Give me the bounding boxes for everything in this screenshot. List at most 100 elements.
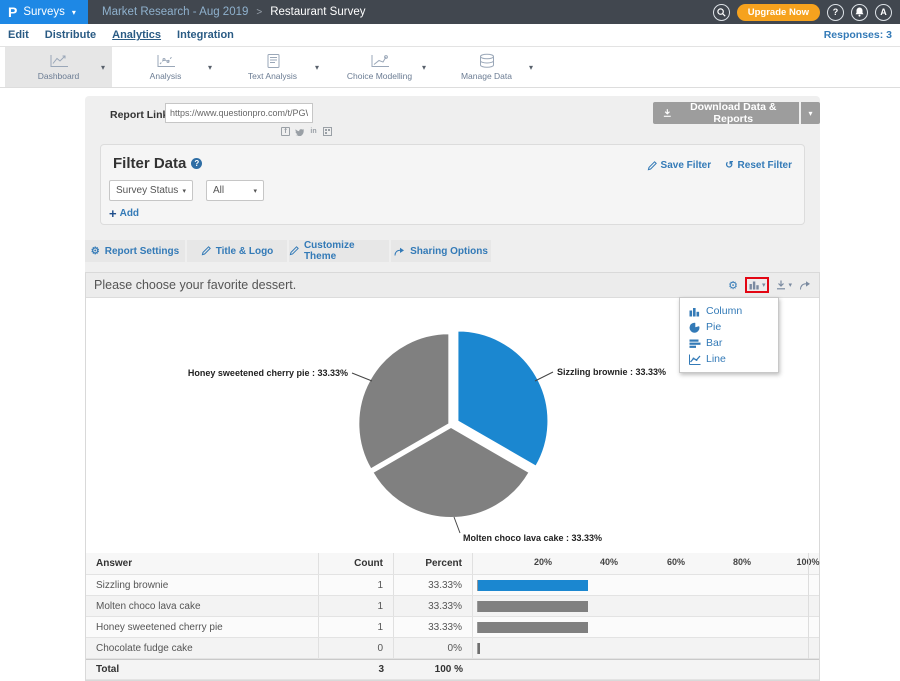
toolbar-item-dashboard[interactable]: Dashboard ▾ [5, 47, 112, 87]
count-cell: 1 [319, 617, 394, 637]
table-row: Honey sweetened cherry pie 1 33.33% [86, 617, 819, 638]
axis-tick: 80% [733, 557, 751, 567]
search-icon [717, 8, 726, 17]
download-chart-button[interactable]: ▾ [776, 280, 792, 290]
chevron-down-icon[interactable]: ▾ [315, 63, 319, 72]
choice-modelling-icon [369, 53, 391, 69]
percent-cell: 33.33% [394, 596, 473, 616]
leader-line [454, 517, 460, 533]
chevron-down-icon[interactable]: ▾ [208, 63, 212, 72]
report-link-input[interactable] [165, 103, 313, 123]
tab-title-logo[interactable]: Title & Logo [187, 240, 287, 262]
pie-label-honey-cherry-pie: Honey sweetened cherry pie : 33.33% [188, 368, 348, 378]
chart-type-button-highlighted[interactable]: ▾ [745, 277, 770, 293]
survey-nav: Edit Distribute Analytics Integration Re… [0, 24, 900, 47]
breadcrumb-parent[interactable]: Market Research - Aug 2019 [102, 6, 248, 18]
account-button[interactable]: A [875, 4, 892, 21]
pie-label-molten-choco: Molten choco lava cake : 33.33% [463, 533, 602, 543]
breadcrumb-current: Restaurant Survey [270, 6, 365, 18]
question-settings-icon[interactable]: ⚙ [728, 279, 738, 292]
menu-item-label: Column [706, 305, 742, 317]
table-row: Molten choco lava cake 1 33.33% [86, 596, 819, 617]
menu-item-bar[interactable]: Bar [680, 335, 778, 351]
reset-filter-link[interactable]: ↺ Reset Filter [725, 160, 792, 171]
column-chart-icon [689, 306, 701, 317]
count-cell: 1 [319, 575, 394, 595]
plus-icon: + [109, 207, 117, 220]
percent-bar [478, 622, 588, 633]
report-tabs: ⚙ Report Settings Title & Logo Customize… [85, 240, 491, 262]
nav-item-edit[interactable]: Edit [8, 29, 29, 41]
topbar-actions: Upgrade Now ? A [713, 4, 892, 21]
pie-label-sizzling-brownie: Sizzling brownie : 33.33% [557, 367, 666, 377]
percent-bar [478, 580, 588, 591]
save-filter-link[interactable]: Save Filter [647, 160, 712, 171]
reset-filter-label: Reset Filter [738, 160, 792, 171]
filter-value-select[interactable]: All ▾ [206, 180, 264, 201]
toolbar-item-label: Manage Data [461, 71, 512, 81]
nav-item-integration[interactable]: Integration [177, 29, 234, 41]
help-button[interactable]: ? [827, 4, 844, 21]
tab-report-settings[interactable]: ⚙ Report Settings [85, 240, 185, 262]
search-button[interactable] [713, 4, 730, 21]
header-answer: Answer [86, 553, 319, 574]
toolbar-item-label: Dashboard [38, 71, 80, 81]
nav-item-distribute[interactable]: Distribute [45, 29, 96, 41]
breadcrumb: Market Research - Aug 2019 > Restaurant … [102, 6, 365, 18]
question-report-card: Please choose your favorite dessert. ⚙ ▾… [85, 272, 820, 681]
toolbar-item-label: Choice Modelling [347, 71, 412, 81]
menu-item-column[interactable]: Column [680, 303, 778, 319]
chevron-down-icon[interactable]: ▾ [529, 63, 533, 72]
header-count: Count [319, 553, 394, 574]
manage-data-icon [476, 53, 498, 69]
text-analysis-icon [262, 53, 284, 69]
toolbar-item-choice-modelling[interactable]: Choice Modelling ▾ [326, 47, 433, 87]
percent-bar [478, 601, 588, 612]
twitter-icon[interactable] [295, 127, 304, 136]
dashboard-panel: Report Link f in Download Data & Reports… [85, 96, 820, 681]
download-reports-button[interactable]: Download Data & Reports [653, 102, 799, 124]
report-link-label: Report Link [110, 109, 168, 121]
nav-item-analytics[interactable]: Analytics [112, 29, 161, 41]
brand-block[interactable]: P Surveys ▾ [0, 0, 88, 24]
add-filter-label: Add [120, 208, 139, 219]
tab-customize-theme[interactable]: Customize Theme [289, 240, 389, 262]
tab-sharing-options[interactable]: Sharing Options [391, 240, 491, 262]
toolbar-item-text-analysis[interactable]: Text Analysis ▾ [219, 47, 326, 87]
tab-label: Sharing Options [410, 246, 488, 257]
pie-chart-icon [689, 322, 701, 333]
toolbar-item-manage-data[interactable]: Manage Data ▾ [433, 47, 540, 87]
questionpro-logo: P [8, 5, 17, 19]
add-filter-button[interactable]: + Add [109, 207, 139, 220]
percent-bar [478, 643, 480, 654]
axis-gridline-100 [808, 553, 809, 659]
menu-item-label: Pie [706, 321, 721, 333]
filter-title: Filter Data [113, 155, 186, 172]
facebook-icon[interactable]: f [281, 127, 290, 136]
embed-icon[interactable] [323, 127, 332, 136]
download-reports-caret[interactable]: ▾ [801, 102, 820, 124]
upgrade-button[interactable]: Upgrade Now [737, 4, 820, 21]
chevron-down-icon[interactable]: ▾ [422, 63, 426, 72]
help-icon[interactable]: ? [191, 158, 202, 169]
survey-status-select[interactable]: Survey Status ▾ [109, 180, 193, 201]
menu-item-line[interactable]: Line [680, 351, 778, 367]
toolbar-item-analysis[interactable]: Analysis ▾ [112, 47, 219, 87]
share-chart-icon[interactable] [799, 280, 811, 290]
bell-icon [855, 7, 864, 17]
filter-value: All [213, 185, 224, 196]
notifications-button[interactable] [851, 4, 868, 21]
menu-item-pie[interactable]: Pie [680, 319, 778, 335]
filter-data-section: Filter Data ? Save Filter ↺ Reset Filter… [100, 144, 805, 225]
count-cell: 1 [319, 596, 394, 616]
responses-count: Responses: 3 [824, 29, 892, 41]
page: P Surveys ▾ Market Research - Aug 2019 >… [0, 0, 900, 681]
linkedin-icon[interactable]: in [309, 127, 318, 136]
menu-item-label: Bar [706, 337, 722, 349]
chevron-down-icon: ▾ [253, 187, 257, 195]
chevron-down-icon[interactable]: ▾ [101, 63, 105, 72]
dashboard-icon [48, 53, 70, 69]
count-cell: 0 [319, 638, 394, 658]
axis-tick: 20% [534, 557, 552, 567]
axis-tick: 60% [667, 557, 685, 567]
